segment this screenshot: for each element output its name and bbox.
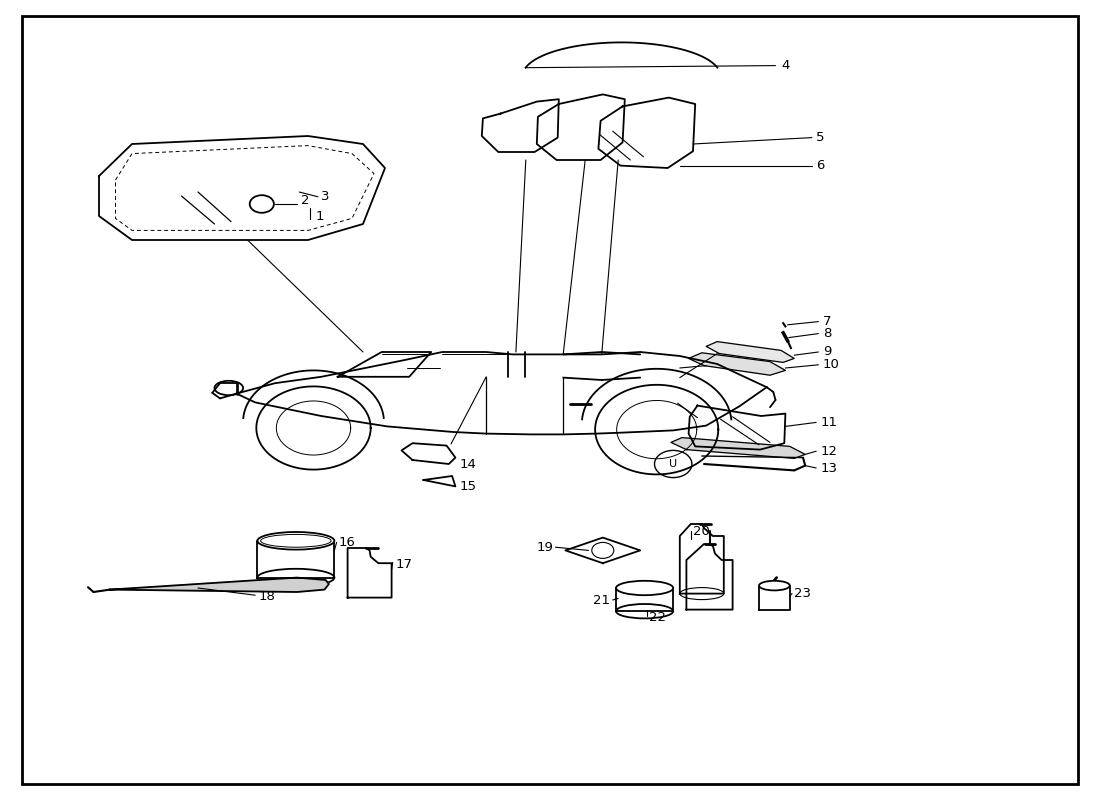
- Polygon shape: [689, 353, 785, 375]
- Polygon shape: [110, 578, 329, 592]
- Text: 23: 23: [794, 587, 811, 600]
- Text: 19: 19: [537, 541, 553, 554]
- Text: U: U: [669, 459, 678, 469]
- Ellipse shape: [616, 581, 673, 595]
- Text: 3: 3: [321, 190, 330, 203]
- Text: 2: 2: [301, 194, 310, 206]
- Text: 15: 15: [460, 480, 476, 493]
- Text: 21: 21: [594, 594, 610, 606]
- Text: 18: 18: [258, 590, 275, 602]
- Text: 14: 14: [460, 458, 476, 470]
- Text: 9: 9: [823, 346, 832, 358]
- Text: 6: 6: [816, 159, 825, 172]
- Text: 1: 1: [316, 210, 324, 222]
- Text: 7: 7: [823, 315, 832, 328]
- Text: 12: 12: [821, 445, 837, 458]
- Text: 5: 5: [816, 131, 825, 144]
- Ellipse shape: [257, 532, 334, 550]
- Text: 22: 22: [649, 611, 666, 624]
- Polygon shape: [671, 438, 805, 458]
- Ellipse shape: [759, 581, 790, 590]
- Text: 17: 17: [396, 558, 412, 570]
- Polygon shape: [706, 342, 794, 362]
- Text: 10: 10: [823, 358, 839, 371]
- Text: 20: 20: [693, 525, 710, 538]
- Text: 16: 16: [339, 536, 355, 549]
- Text: 8: 8: [823, 327, 832, 340]
- Text: 4: 4: [781, 59, 790, 72]
- Text: 11: 11: [821, 416, 837, 429]
- Text: 13: 13: [821, 462, 837, 474]
